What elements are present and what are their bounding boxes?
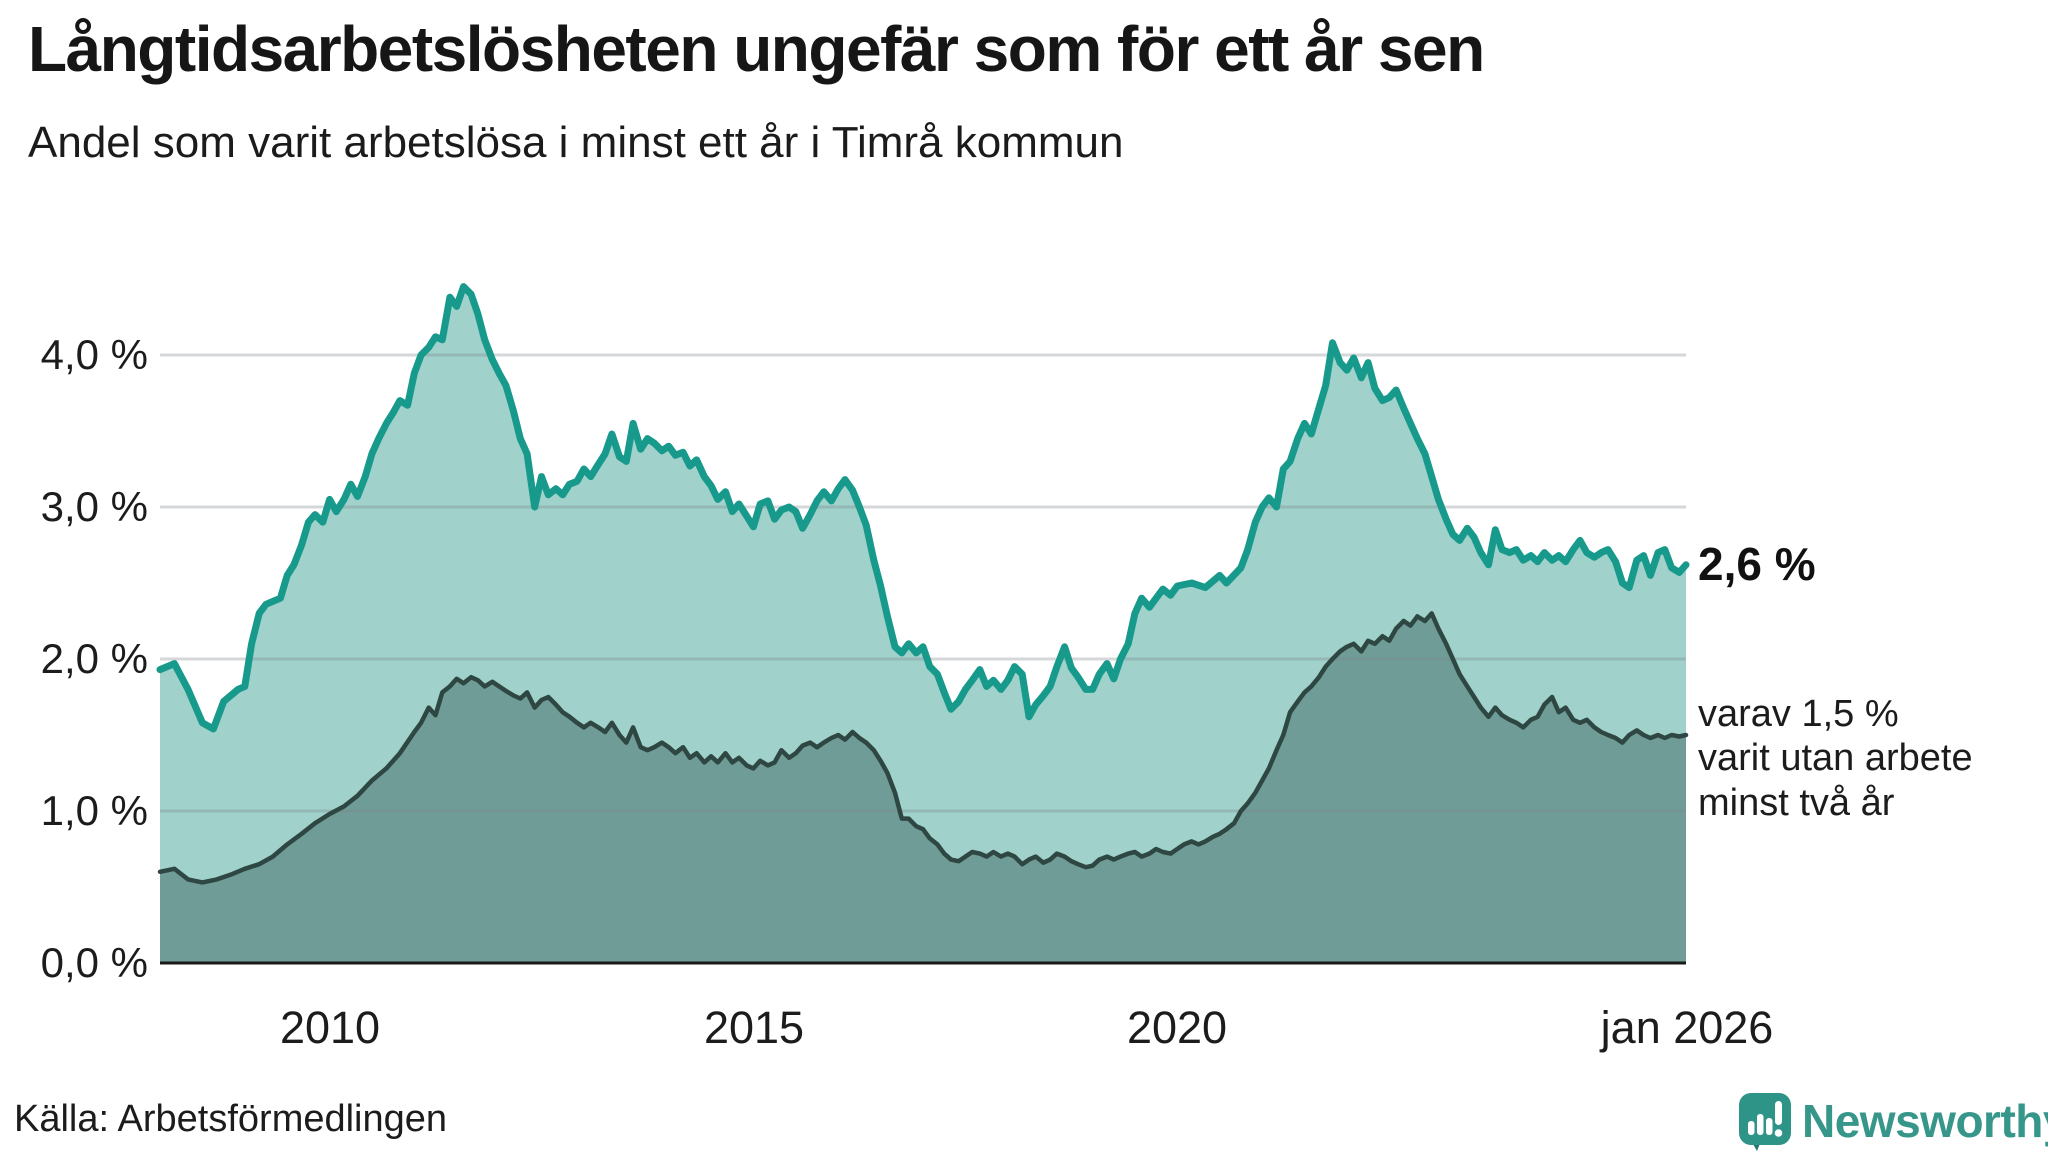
series-line-unemployed-two-years <box>157 611 1689 885</box>
y-tick-3: 3,0 % <box>40 483 148 530</box>
x-tick-2020: 2020 <box>1126 1002 1228 1053</box>
y-tick-0: 0,0 % <box>40 939 148 986</box>
page-title: Långtidsarbetslösheten ungefär som för e… <box>28 13 1485 85</box>
y-tick-2: 2,0 % <box>40 635 148 682</box>
newsworthy-logo-text: Newsworthy <box>1802 1095 2048 1147</box>
y-tick-4: 4,0 % <box>40 331 148 378</box>
two-year-note: varav 1,5 % varit utan arbete minst två … <box>1698 692 1973 825</box>
page-subtitle: Andel som varit arbetslösa i minst ett å… <box>28 118 1124 167</box>
latest-value-label: 2,6 % <box>1698 537 1816 590</box>
two-year-note-line2: varit utan arbete <box>1698 737 1973 780</box>
series-line-unemployed-one-year <box>156 283 1690 733</box>
x-tick-2015: 2015 <box>703 1002 805 1053</box>
gridlines <box>160 353 1686 813</box>
two-year-note-line3: minst två år <box>1698 781 1895 824</box>
x-tick-2010: 2010 <box>279 1002 381 1053</box>
x-tick-jan2026: jan 2026 <box>1600 1002 1774 1053</box>
y-tick-1: 1,0 % <box>40 787 148 834</box>
two-year-note-line1: varav 1,5 % <box>1698 693 1899 735</box>
newsworthy-logo-icon <box>1739 1093 1791 1151</box>
source-credit: Källa: Arbetsförmedlingen <box>14 1098 448 1140</box>
